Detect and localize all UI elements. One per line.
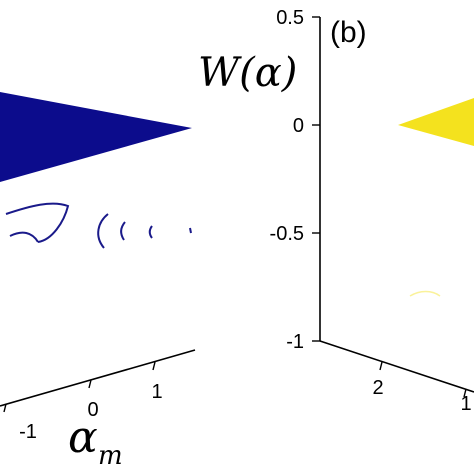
contour-line	[148, 225, 153, 239]
x-axis-label: α	[68, 412, 98, 463]
x-tick-label: -1	[19, 421, 37, 443]
x-tick-mark	[88, 379, 92, 389]
contour-lines-a	[5, 202, 192, 249]
panel-label: (b)	[330, 16, 367, 49]
contour-line	[97, 213, 109, 249]
x-axis-line-b	[319, 340, 474, 393]
z-tick-label: -1	[286, 331, 304, 353]
contour-line	[189, 227, 192, 234]
z-tick-label: 0	[293, 115, 304, 137]
x-tick-mark	[379, 361, 383, 371]
x-tick-mark	[3, 403, 7, 413]
z-tick-label: 0.5	[276, 7, 304, 29]
wigner-surface-b	[398, 98, 474, 146]
x-axis-line-a	[0, 349, 196, 407]
x-tick-label: 1	[151, 381, 162, 403]
x-tick-mark	[463, 388, 467, 398]
x-tick-label: 0	[87, 399, 98, 421]
z-axis-label: W(α)	[198, 50, 297, 96]
z-tick-label: -0.5	[270, 223, 304, 245]
x-tick-label: 2	[372, 377, 383, 399]
x-axis-label-subscript: m	[98, 441, 123, 471]
panel-b: (b) W(α) 0.5 0 -0.5 -1 2 1	[198, 7, 474, 415]
x-tick-mark	[152, 361, 156, 371]
panel-a: -1 0 1 α m	[0, 92, 196, 471]
contour-line	[9, 231, 39, 243]
faint-contour-b	[409, 290, 441, 297]
wigner-surface-a	[0, 92, 192, 182]
x-tick-label: 1	[460, 393, 471, 415]
contour-line	[5, 202, 70, 243]
contour-line	[120, 221, 126, 241]
